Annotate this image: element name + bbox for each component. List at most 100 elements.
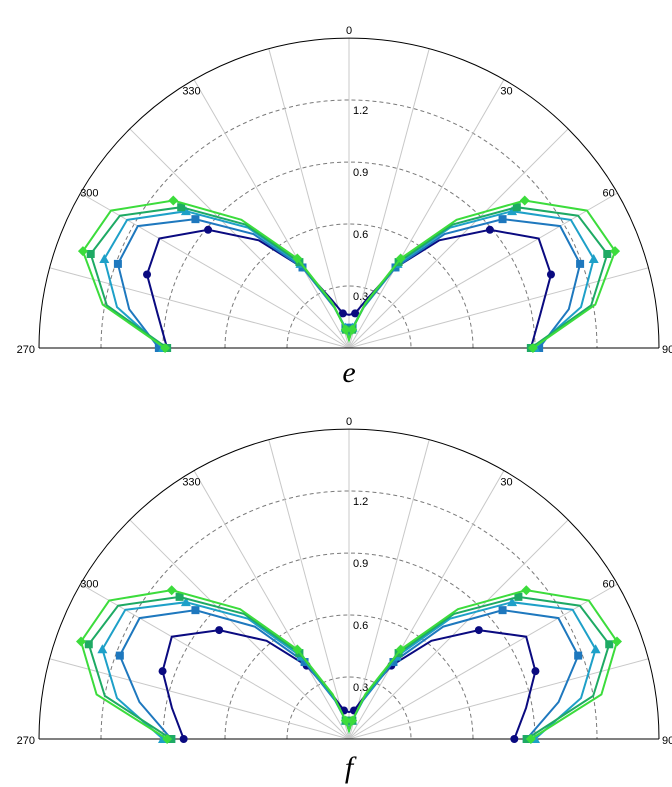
series-5-marker: [75, 636, 86, 647]
series-3-marker: [590, 644, 601, 654]
series-1-marker: [351, 309, 360, 318]
polar-chart-f: 0.3 0.6 0.9 1.2 270 300 330 0 30 60 90 f: [17, 416, 672, 784]
series-1-marker: [531, 667, 540, 676]
angular-gridline: [348, 470, 505, 740]
series-1-marker: [143, 270, 152, 279]
polar-chart-e: 0.3 0.6 0.9 1.2 270 300 330 0 30 60 90 e: [17, 25, 672, 389]
angle-tick-label: 60: [602, 188, 614, 200]
series-line-5: [81, 199, 617, 349]
angular-gridline: [49, 658, 350, 740]
angular-gridline: [80, 192, 350, 349]
angular-gridline: [348, 583, 618, 740]
series-5-marker: [162, 734, 173, 744]
series-5-marker: [166, 585, 177, 596]
series-1-marker: [179, 735, 188, 743]
series-4-marker: [605, 640, 614, 649]
series-line-5: [79, 589, 619, 740]
series-3-marker: [507, 597, 518, 607]
angular-gridline: [348, 192, 618, 349]
outer-boundary: [38, 428, 660, 740]
angle-tick-label: 300: [80, 579, 98, 591]
series-4-marker: [514, 592, 523, 601]
series-2-marker: [191, 215, 200, 224]
angular-gridline: [348, 79, 505, 349]
series-1-marker: [474, 626, 483, 635]
series-5-marker: [340, 715, 351, 726]
series-5-marker: [340, 324, 351, 335]
series-2-marker: [498, 606, 507, 615]
series-2-marker: [191, 606, 200, 615]
angle-tick-label: 300: [80, 188, 98, 200]
series-2-marker: [154, 344, 163, 352]
radial-tick-label: 1.2: [353, 105, 368, 117]
angle-tick-label: 0: [346, 25, 352, 37]
series-5-marker: [395, 253, 406, 264]
series-3-marker: [180, 206, 191, 216]
angular-gridline: [193, 79, 350, 349]
radial-gridline: [224, 614, 474, 740]
series-4-marker: [84, 640, 93, 649]
angular-gridline: [348, 519, 569, 740]
radial-gridline: [286, 676, 412, 740]
series-5-marker: [527, 343, 538, 353]
radial-tick-label: 0.6: [353, 620, 368, 632]
angle-tick-label: 90: [662, 344, 672, 356]
outer-boundary: [38, 37, 660, 349]
series-4-marker: [603, 249, 612, 258]
angular-gridline: [348, 439, 430, 740]
series-5-marker: [612, 636, 623, 647]
angular-gridline: [348, 48, 430, 349]
angle-tick-label: 60: [602, 579, 614, 591]
series-5-marker: [395, 644, 406, 655]
angular-gridline: [268, 439, 350, 740]
angular-gridline: [348, 128, 569, 349]
radial-gridline: [286, 285, 412, 349]
angular-gridline: [348, 658, 649, 740]
angle-tick-label: 270: [17, 735, 35, 747]
series-line-1: [161, 629, 537, 740]
series-2-marker: [576, 259, 585, 268]
radial-tick-label: 0.9: [353, 167, 368, 179]
series-2-marker: [498, 215, 507, 224]
series-4-marker: [177, 203, 186, 212]
series-2-marker: [115, 651, 124, 660]
series-line-1: [145, 228, 553, 349]
panel-label: e: [342, 356, 355, 389]
series-5-marker: [77, 246, 88, 257]
radial-tick-label: 0.3: [353, 682, 368, 694]
radial-tick-label: 0.9: [353, 558, 368, 570]
angular-gridline: [193, 470, 350, 740]
series-4-marker: [175, 592, 184, 601]
series-5-marker: [160, 343, 171, 353]
series-2-marker: [574, 651, 583, 660]
series-1-marker: [215, 626, 224, 635]
series-5-marker: [519, 195, 530, 206]
radial-gridline: [100, 99, 598, 349]
radial-gridline: [100, 490, 598, 740]
series-3-marker: [588, 253, 599, 263]
radial-tick-label: 0.3: [353, 291, 368, 303]
series-3-marker: [99, 253, 110, 263]
series-5-marker: [292, 644, 303, 655]
angle-tick-label: 90: [662, 735, 672, 747]
series-5-marker: [525, 734, 536, 744]
series-4-marker: [512, 203, 521, 212]
radial-tick-label: 0.6: [353, 229, 368, 241]
series-1-marker: [158, 667, 167, 676]
angular-gridline: [129, 128, 350, 349]
series-1-marker: [510, 735, 519, 743]
angular-gridline: [129, 519, 350, 740]
angle-tick-label: 270: [17, 344, 35, 356]
series-2-marker: [113, 259, 122, 268]
radial-tick-label: 1.2: [353, 496, 368, 508]
angle-tick-label: 330: [182, 85, 200, 97]
series-3-marker: [97, 644, 108, 654]
radial-gridline: [224, 223, 474, 349]
series-1-marker: [485, 225, 494, 234]
series-3-marker: [507, 206, 518, 216]
angle-tick-label: 30: [500, 85, 512, 97]
series-1-marker: [204, 225, 213, 234]
series-4-marker: [86, 249, 95, 258]
angle-tick-label: 330: [182, 476, 200, 488]
